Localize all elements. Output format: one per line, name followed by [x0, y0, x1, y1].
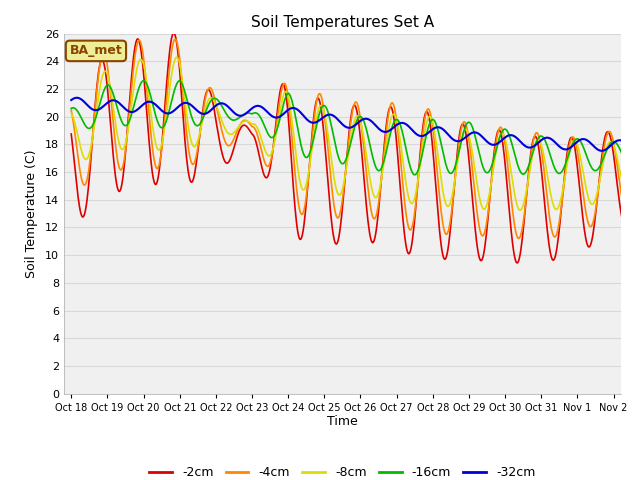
Title: Soil Temperatures Set A: Soil Temperatures Set A	[251, 15, 434, 30]
Text: BA_met: BA_met	[70, 44, 122, 58]
Y-axis label: Soil Temperature (C): Soil Temperature (C)	[25, 149, 38, 278]
X-axis label: Time: Time	[327, 415, 358, 429]
Legend: -2cm, -4cm, -8cm, -16cm, -32cm: -2cm, -4cm, -8cm, -16cm, -32cm	[145, 461, 540, 480]
